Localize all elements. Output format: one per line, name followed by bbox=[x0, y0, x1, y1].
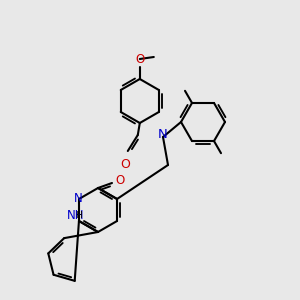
Text: NH: NH bbox=[67, 209, 85, 222]
Text: N: N bbox=[158, 128, 168, 140]
Text: O: O bbox=[120, 158, 130, 171]
Text: O: O bbox=[115, 175, 124, 188]
Text: O: O bbox=[135, 53, 144, 66]
Text: H: H bbox=[76, 211, 82, 220]
Text: N: N bbox=[74, 193, 82, 206]
